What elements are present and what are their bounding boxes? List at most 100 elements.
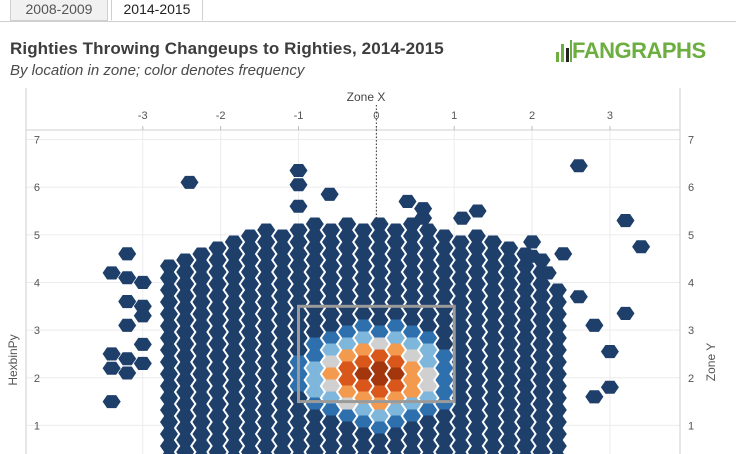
hexbin-cell: [516, 319, 535, 333]
hexbin-cell: [435, 373, 454, 387]
hexbin-cell: [208, 397, 227, 411]
hexbin-cell: [224, 343, 243, 357]
hexbin-cell: [208, 241, 227, 255]
hexbin-cell: [305, 217, 324, 231]
hexbin-cell: [305, 337, 324, 351]
hexbin-cell: [208, 349, 227, 363]
hexbin-cell: [162, 451, 176, 454]
hexbin-cell: [451, 331, 470, 345]
hexbin-cell: [386, 343, 405, 357]
hexbin-cell: [160, 331, 178, 345]
hexbin-cell: [467, 361, 486, 375]
hexbin-cell: [176, 301, 195, 315]
hexbin-cell: [370, 217, 389, 231]
hexbin-cell: [322, 223, 340, 237]
hexbin-cell: [176, 445, 195, 454]
hexbin-cell: [160, 367, 178, 381]
hexbin-cell: [451, 295, 470, 309]
hexbin-cell: [160, 319, 178, 333]
hexbin-cell: [467, 301, 486, 315]
hexbin-cell: [241, 349, 259, 363]
hexbin-cell: [386, 331, 405, 345]
hexbin-cell: [322, 271, 340, 285]
hexbin-cell: [305, 229, 324, 243]
hexbin-cell: [419, 319, 438, 333]
hexbin-cell: [176, 325, 195, 339]
x-tick-label: 2: [529, 110, 535, 122]
hexbin-cell: [289, 403, 308, 417]
hexbin-cell: [532, 385, 551, 399]
hexbin-cell: [386, 415, 405, 429]
hexbin-cell: [273, 397, 292, 411]
hexbin-cell: [500, 385, 519, 399]
hexbin-cell: [289, 235, 308, 249]
tab-2008-2009[interactable]: 2008-2009: [10, 0, 108, 21]
hexbin-cell: [403, 253, 421, 267]
hexbin-cell: [484, 439, 502, 453]
hexbin-cell: [435, 325, 454, 339]
hexbin-outlier: [569, 290, 588, 304]
hexbin-cell: [403, 289, 421, 303]
hexbin-cell: [338, 241, 357, 255]
hexbin-cell: [419, 415, 438, 429]
hexbin-cell: [176, 289, 195, 303]
hexbin-cell: [532, 313, 551, 327]
hexbin-outlier: [133, 275, 152, 289]
hexbin-cell: [241, 373, 259, 387]
hexbin-cell: [370, 433, 389, 447]
hexbin-outlier: [102, 347, 121, 361]
y-tick-label: 1: [34, 420, 40, 432]
hexbin-cell: [192, 367, 211, 381]
hexbin-cell: [305, 301, 324, 315]
hexbin-outlier: [118, 295, 137, 309]
hexbin-cell: [532, 289, 551, 303]
hexbin-cell: [403, 409, 421, 423]
hexbin-cell: [354, 415, 373, 429]
hexbin-cell: [338, 361, 357, 375]
hexbin-cell: [435, 301, 454, 315]
hexbin-cell: [532, 409, 551, 423]
hexbin-cell: [532, 277, 551, 291]
hexbin-cell: [386, 235, 405, 249]
hexbin-cell: [389, 451, 403, 454]
hexbin-cell: [305, 385, 324, 399]
hexbin-outlier: [118, 366, 137, 380]
hexbin-cell: [451, 415, 470, 429]
hexbin-cell: [370, 313, 389, 327]
hexbin-cell: [192, 307, 211, 321]
hexbin-cell: [241, 445, 259, 454]
hexbin-outlier: [453, 211, 471, 225]
hexbin-cell: [208, 253, 227, 267]
hexbin-cell: [419, 259, 438, 273]
hexbin-cell: [354, 307, 373, 321]
hexbin-cell: [257, 343, 276, 357]
hexbin-cell: [257, 391, 276, 405]
hexbin-cell: [322, 307, 340, 321]
hexbin-outlier: [289, 199, 308, 213]
hexbin-cell: [419, 307, 438, 321]
hexbin-cell: [500, 301, 519, 315]
y-tick-label: 3: [34, 325, 40, 337]
hexbin-cell: [419, 439, 438, 453]
tab-2014-2015[interactable]: 2014-2015: [111, 0, 203, 21]
hexbin-cell: [354, 319, 373, 333]
x-tick-label: 3: [607, 110, 613, 122]
hexbin-cell: [548, 307, 567, 321]
axes: -3-2-1012311223344556677: [25, 88, 694, 454]
hexbin-cell: [467, 265, 486, 279]
hexbin-cell: [484, 247, 502, 261]
hexbin-cell: [259, 451, 273, 454]
y-tick-label-right: 5: [688, 230, 694, 242]
hexbin-cell: [305, 373, 324, 387]
hexbin-cell: [338, 301, 357, 315]
y-tick-label-right: 6: [688, 182, 694, 194]
hexbin-cell: [484, 295, 502, 309]
hexbin-cell: [289, 283, 308, 297]
hexbin-cell: [484, 343, 502, 357]
hexbin-cell: [370, 289, 389, 303]
hexbin-cell: [435, 361, 454, 375]
hexbin-cell: [548, 379, 567, 393]
hexbin-cell: [354, 283, 373, 297]
hexbin-cell: [305, 325, 324, 339]
hexbin-cell: [176, 385, 195, 399]
